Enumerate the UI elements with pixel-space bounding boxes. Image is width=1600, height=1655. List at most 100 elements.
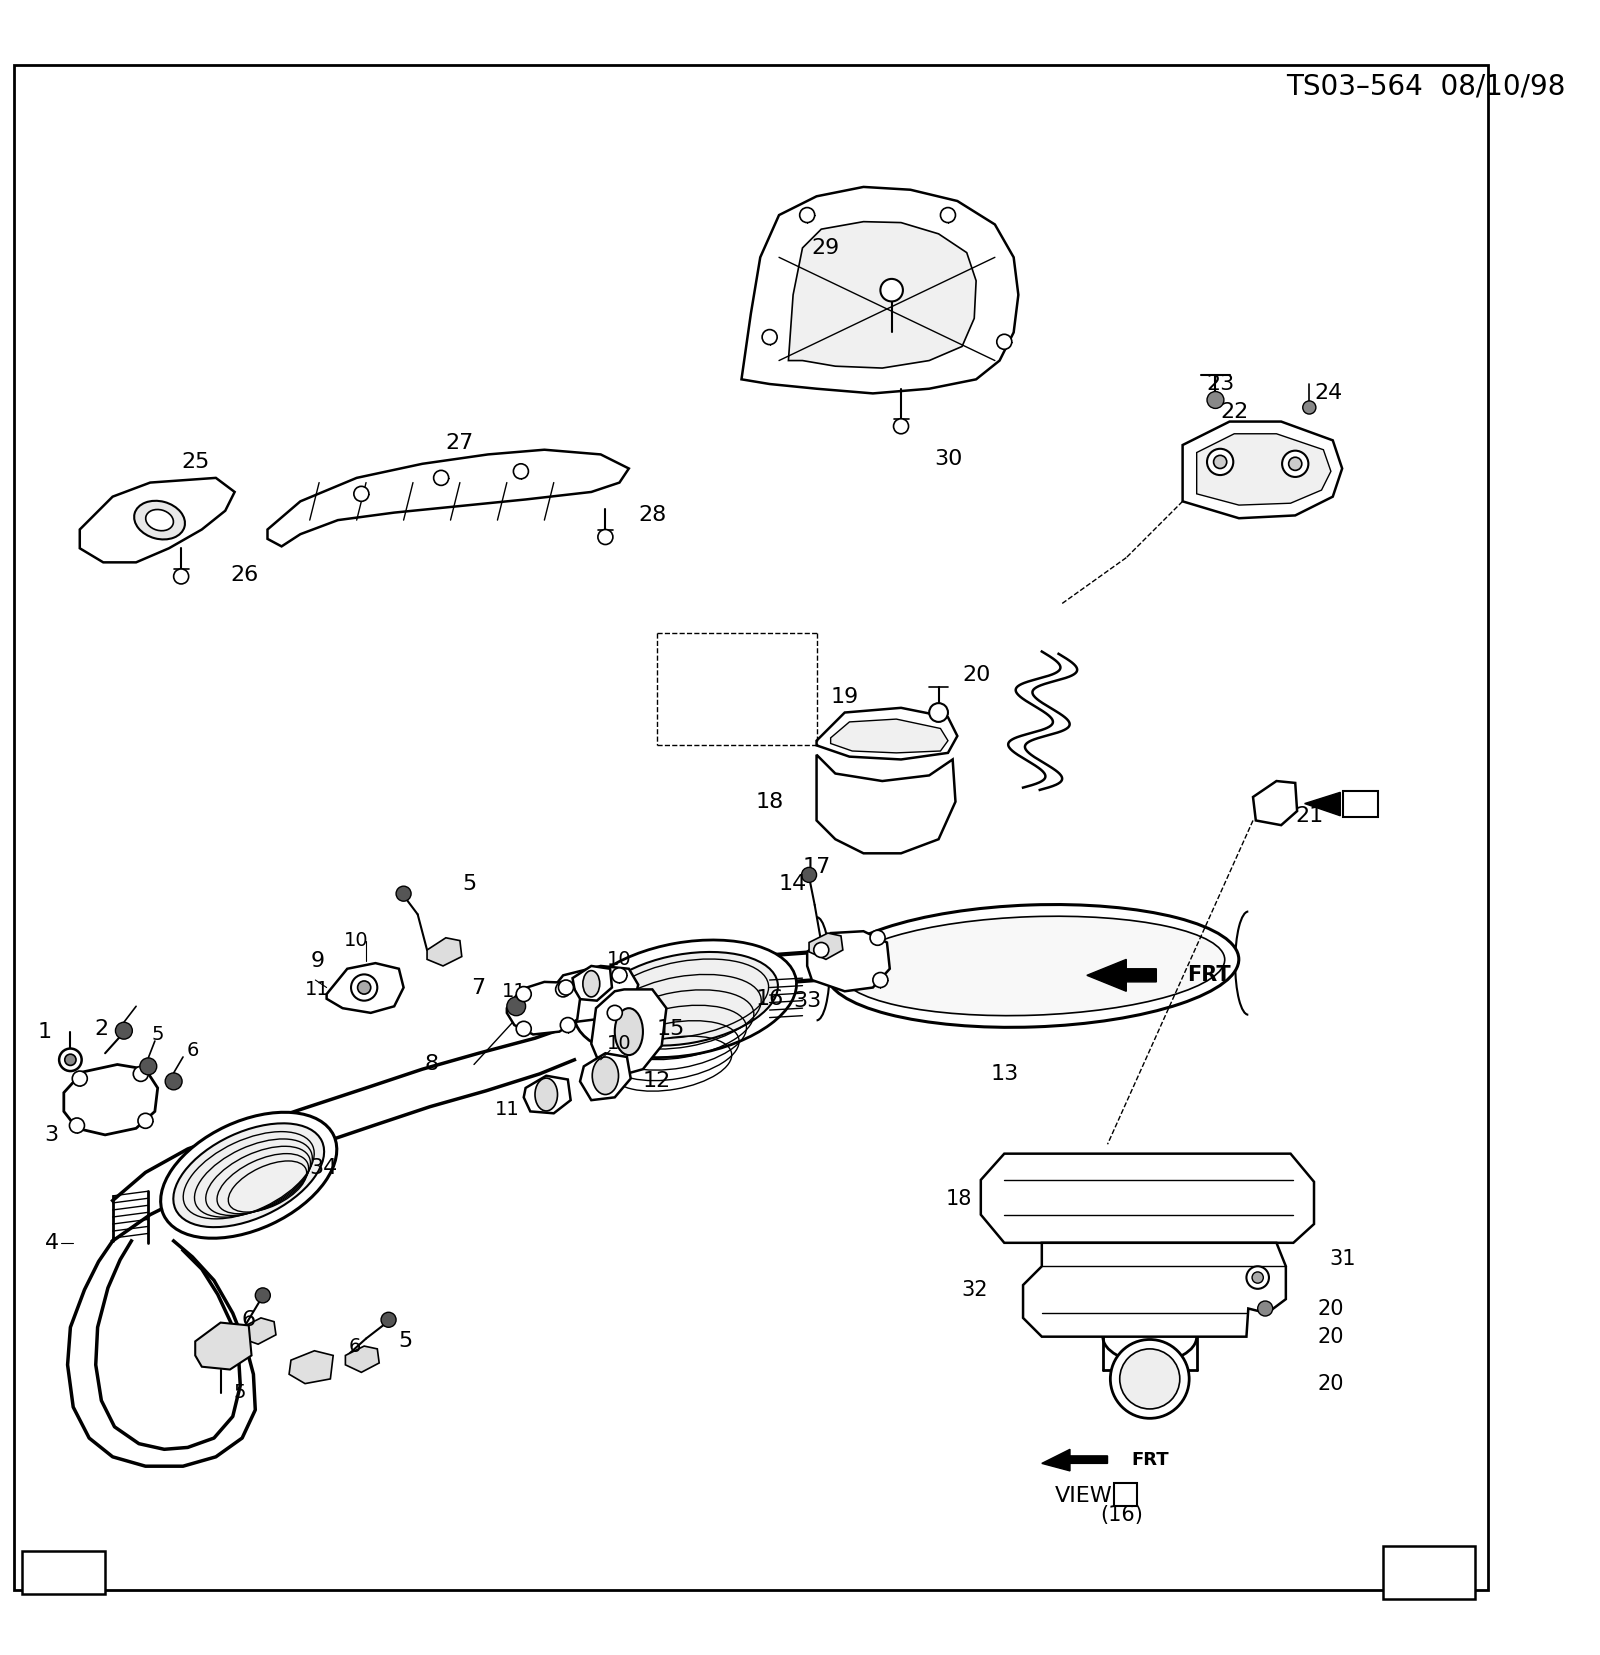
Circle shape	[434, 470, 448, 485]
Text: 33: 33	[794, 991, 821, 1011]
Text: A: A	[1117, 1485, 1133, 1504]
Ellipse shape	[826, 905, 1238, 1028]
Text: 27: 27	[446, 434, 474, 453]
FancyBboxPatch shape	[21, 1551, 106, 1594]
Polygon shape	[195, 1322, 251, 1370]
Circle shape	[1206, 392, 1224, 409]
Polygon shape	[573, 967, 611, 1001]
Ellipse shape	[134, 501, 186, 540]
Text: 20: 20	[1318, 1327, 1344, 1347]
Circle shape	[1253, 1273, 1264, 1283]
Circle shape	[354, 487, 370, 501]
Text: 19: 19	[830, 687, 859, 707]
FancyBboxPatch shape	[1114, 1483, 1136, 1506]
Text: 11: 11	[306, 980, 330, 1000]
Circle shape	[802, 867, 816, 882]
Text: VIEW: VIEW	[1054, 1486, 1112, 1506]
Circle shape	[997, 334, 1011, 349]
Text: 21: 21	[1294, 806, 1323, 826]
Circle shape	[357, 981, 371, 995]
Polygon shape	[267, 450, 629, 546]
Polygon shape	[523, 985, 578, 1029]
Circle shape	[165, 1072, 182, 1091]
Text: 22: 22	[1221, 402, 1248, 422]
Text: A: A	[1354, 794, 1370, 814]
Circle shape	[69, 1119, 85, 1134]
Text: 10: 10	[344, 932, 370, 950]
Circle shape	[1302, 401, 1315, 414]
Polygon shape	[507, 981, 581, 1034]
Circle shape	[874, 973, 888, 988]
Polygon shape	[427, 938, 462, 967]
Text: 29: 29	[811, 238, 840, 258]
Circle shape	[256, 1288, 270, 1302]
Text: TS03–564  08/10/98: TS03–564 08/10/98	[1286, 73, 1565, 101]
Ellipse shape	[160, 1112, 336, 1238]
Text: 11: 11	[494, 1101, 520, 1119]
Polygon shape	[326, 963, 403, 1013]
Text: 5: 5	[152, 1024, 163, 1044]
Circle shape	[560, 1018, 576, 1033]
Circle shape	[381, 1312, 397, 1327]
Circle shape	[598, 530, 613, 544]
Circle shape	[139, 1058, 157, 1074]
Circle shape	[59, 1049, 82, 1071]
Text: 24: 24	[1314, 384, 1342, 404]
Text: 2: 2	[94, 1019, 109, 1039]
Circle shape	[1120, 1349, 1179, 1408]
Text: 6: 6	[186, 1041, 198, 1059]
Circle shape	[941, 207, 955, 222]
Text: 32: 32	[962, 1279, 987, 1299]
Text: 8: 8	[424, 1054, 438, 1074]
Text: 28: 28	[638, 505, 667, 525]
Circle shape	[814, 942, 829, 958]
Circle shape	[880, 280, 902, 301]
Text: 25: 25	[181, 452, 210, 472]
Text: 1: 1	[38, 1021, 53, 1041]
Text: 5: 5	[462, 874, 477, 894]
Circle shape	[138, 1114, 154, 1129]
Text: 15: 15	[658, 1019, 685, 1039]
Ellipse shape	[534, 1077, 557, 1111]
Text: 30: 30	[934, 449, 962, 468]
Circle shape	[72, 1071, 88, 1086]
Polygon shape	[1182, 422, 1342, 518]
Text: 9: 9	[310, 952, 325, 971]
Polygon shape	[523, 1076, 571, 1114]
Circle shape	[893, 419, 909, 434]
Text: 18: 18	[946, 1188, 973, 1208]
Ellipse shape	[840, 917, 1224, 1016]
Polygon shape	[789, 222, 976, 367]
Text: gm: gm	[1413, 1552, 1445, 1572]
Polygon shape	[810, 933, 843, 960]
Polygon shape	[830, 718, 947, 753]
Polygon shape	[981, 1154, 1314, 1243]
Circle shape	[64, 1054, 77, 1066]
Ellipse shape	[574, 940, 797, 1058]
Polygon shape	[1304, 793, 1341, 816]
Text: 4: 4	[45, 1233, 59, 1253]
Polygon shape	[1042, 1450, 1107, 1471]
Text: 6: 6	[349, 1337, 362, 1355]
Circle shape	[1206, 449, 1234, 475]
Text: FRT: FRT	[1187, 965, 1230, 985]
Text: 34: 34	[310, 1158, 338, 1178]
Circle shape	[800, 207, 814, 222]
Circle shape	[1288, 457, 1302, 470]
Polygon shape	[1086, 960, 1157, 991]
Circle shape	[397, 885, 411, 902]
Circle shape	[1282, 450, 1309, 477]
Text: jh: jh	[53, 1562, 74, 1582]
Circle shape	[514, 463, 528, 478]
FancyBboxPatch shape	[1342, 791, 1378, 816]
Text: 17: 17	[803, 857, 830, 877]
Circle shape	[930, 703, 947, 722]
Text: 3: 3	[45, 1125, 59, 1145]
Ellipse shape	[539, 993, 560, 1024]
Text: 20: 20	[1318, 1374, 1344, 1394]
Polygon shape	[816, 755, 955, 854]
Text: 10: 10	[606, 1034, 632, 1053]
Circle shape	[558, 980, 573, 995]
Text: 31: 31	[1330, 1250, 1355, 1269]
Text: 10: 10	[606, 950, 632, 968]
